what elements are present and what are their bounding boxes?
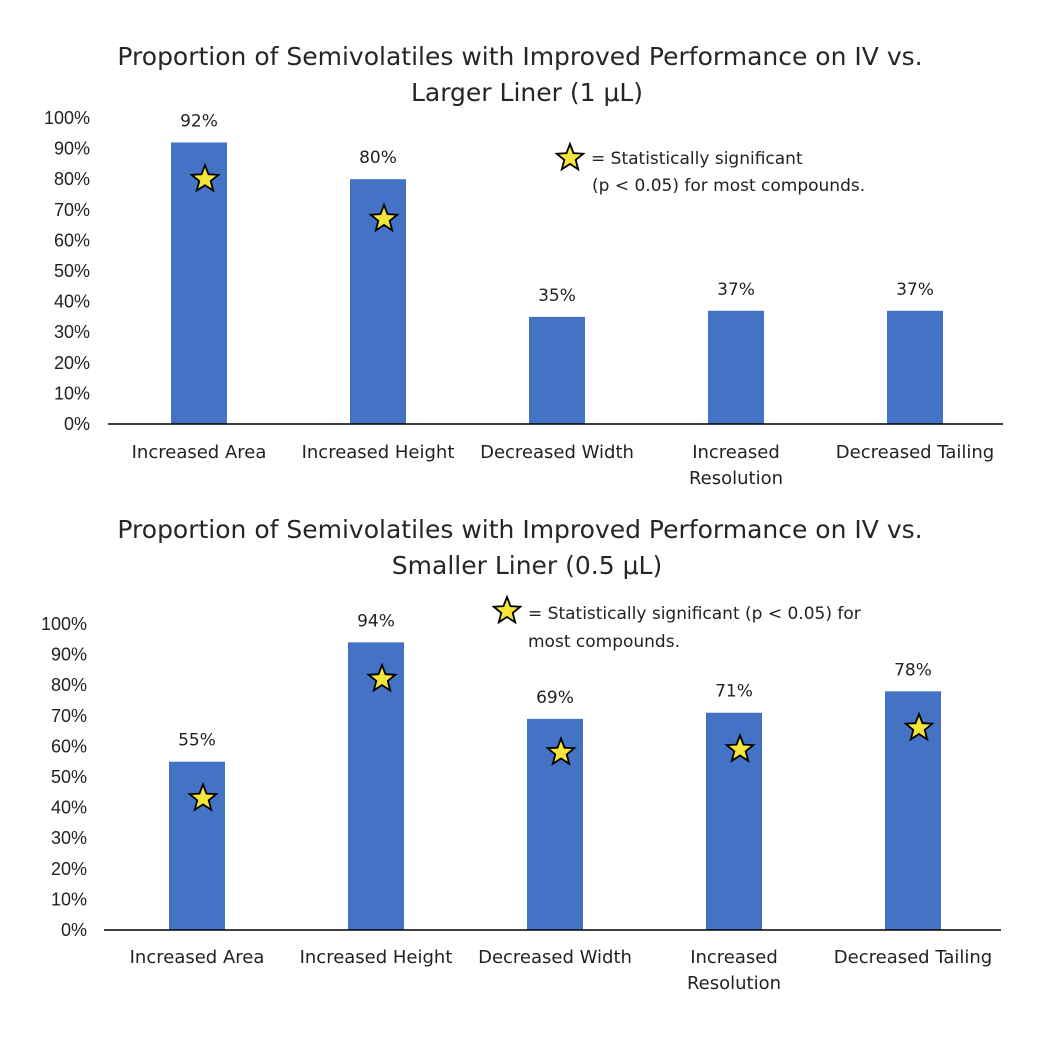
category-label: Increased [690, 947, 778, 968]
y-tick-label: 40% [54, 292, 90, 312]
chart-1: Proportion of Semivolatiles with Improve… [44, 42, 1003, 489]
chart-1-category-labels: Increased Area Increased Height Decreased … [132, 442, 995, 489]
chart-2-legend-star-icon [491, 594, 523, 625]
y-tick-label: 70% [51, 706, 87, 726]
data-label: 71% [715, 682, 753, 702]
y-tick-label: 10% [51, 889, 87, 909]
y-tick-label: 70% [54, 200, 90, 220]
y-tick-label: 40% [51, 798, 87, 818]
y-tick-label: 30% [54, 322, 90, 342]
category-label: Decreased Tailing [834, 947, 992, 968]
y-tick-label: 30% [51, 828, 87, 848]
significance-star-icon [368, 202, 400, 233]
y-tick-label: 100% [41, 614, 87, 634]
significance-star-icon [366, 662, 398, 693]
chart-1-legend-line1: = Statistically significant [591, 149, 803, 169]
y-tick-label: 50% [54, 261, 90, 281]
data-label: 37% [896, 280, 934, 300]
bar [169, 761, 225, 930]
data-label: 55% [178, 731, 216, 751]
y-tick-label: 10% [54, 383, 90, 403]
chart-2-legend-line2: most compounds. [528, 632, 680, 652]
chart-2-bars [169, 642, 941, 930]
y-tick-label: 90% [51, 645, 87, 665]
data-label: 80% [359, 148, 397, 168]
chart-1-legend-line2: (p < 0.05) for most compounds. [592, 176, 865, 196]
y-tick-label: 0% [61, 920, 87, 940]
category-label: Increased [692, 442, 780, 463]
chart-1-significance-stars [189, 162, 400, 233]
chart-1-title-line1: Proportion of Semivolatiles with Improve… [117, 42, 922, 71]
category-label: Increased Area [130, 947, 265, 968]
category-label: Decreased Width [478, 947, 632, 968]
chart-1-legend-star-icon [554, 141, 586, 172]
chart-2-title-line2: Smaller Liner (0.5 μL) [392, 551, 662, 580]
significance-star-icon [903, 711, 935, 742]
data-label: 78% [894, 660, 932, 680]
data-label: 69% [536, 688, 574, 708]
y-tick-label: 0% [64, 414, 90, 434]
chart-2-data-labels: 55% 94% 69% 71% 78% [178, 611, 932, 750]
significance-star-icon [189, 162, 221, 193]
y-tick-label: 80% [51, 675, 87, 695]
category-label: Resolution [689, 468, 783, 489]
chart-1-data-labels: 92% 80% 35% 37% 37% [180, 111, 934, 305]
chart-2-title-line1: Proportion of Semivolatiles with Improve… [117, 515, 922, 544]
category-label: Resolution [687, 973, 781, 994]
category-label: Decreased Tailing [836, 442, 994, 463]
y-tick-label: 50% [51, 767, 87, 787]
data-label: 37% [717, 280, 755, 300]
bar [708, 310, 764, 424]
bar [529, 316, 585, 424]
bar [887, 310, 943, 424]
chart-2-legend-line1: = Statistically significant (p < 0.05) f… [528, 604, 861, 624]
category-label: Increased Height [300, 947, 453, 968]
y-tick-label: 20% [51, 859, 87, 879]
chart-2-category-labels: Increased Area Increased Height Decreased … [130, 947, 993, 994]
y-tick-label: 60% [51, 736, 87, 756]
significance-star-icon [187, 781, 219, 812]
data-label: 94% [357, 611, 395, 631]
y-tick-label: 100% [44, 108, 90, 128]
chart-1-title-line2: Larger Liner (1 μL) [411, 78, 643, 107]
y-tick-label: 80% [54, 169, 90, 189]
chart-1-legend: = Statistically significant (p < 0.05) f… [554, 141, 865, 196]
chart-2-significance-stars [187, 662, 935, 812]
data-label: 92% [180, 111, 218, 131]
chart-1-bars [171, 142, 943, 425]
significance-star-icon [724, 732, 756, 763]
chart-1-y-axis-ticks: 0% 10% 20% 30% 40% 50% 60% 70% 80% 90% 100% [44, 108, 90, 434]
significance-star-icon [545, 735, 577, 766]
chart-2-legend: = Statistically significant (p < 0.05) f… [491, 594, 861, 652]
y-tick-label: 60% [54, 230, 90, 250]
category-label: Decreased Width [480, 442, 634, 463]
category-label: Increased Area [132, 442, 267, 463]
y-tick-label: 20% [54, 353, 90, 373]
data-label: 35% [538, 286, 576, 306]
bar [348, 642, 404, 930]
y-tick-label: 90% [54, 139, 90, 159]
category-label: Increased Height [302, 442, 455, 463]
chart-2-y-axis-ticks: 0% 10% 20% 30% 40% 50% 60% 70% 80% 90% 100% [41, 614, 87, 940]
chart-2: Proportion of Semivolatiles with Improve… [41, 515, 1001, 994]
